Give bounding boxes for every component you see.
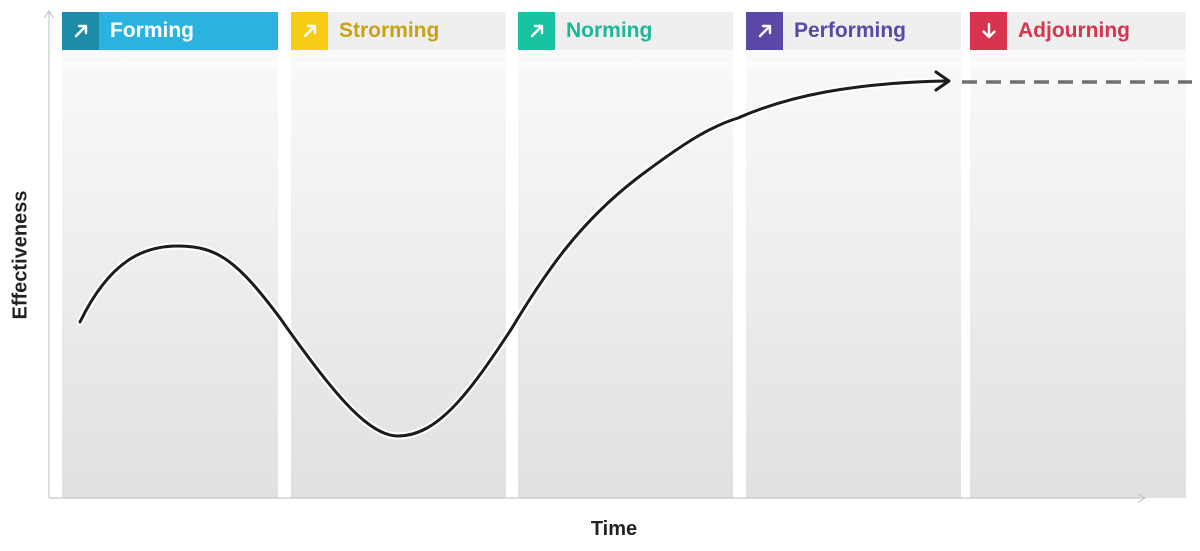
- y-axis-title: Effectiveness: [9, 190, 32, 320]
- stage-column-norming: Norming: [518, 12, 733, 498]
- x-axis: [49, 492, 1147, 504]
- arrow-up-right-icon: [62, 12, 99, 50]
- stage-label-forming: Forming: [110, 19, 194, 42]
- stage-header-adjourning: Adjourning: [970, 12, 1186, 50]
- column-divider: [62, 62, 278, 66]
- stage-column-forming: Forming: [62, 12, 278, 498]
- stage-label-norming: Norming: [566, 19, 653, 42]
- stage-header-norming: Norming: [518, 12, 733, 50]
- column-divider: [746, 62, 961, 66]
- arrow-up-right-icon: [746, 12, 783, 50]
- arrow-down-icon: [970, 12, 1007, 50]
- stage-label-storming: Strorming: [339, 19, 440, 42]
- stage-label-adjourning: Adjourning: [1018, 19, 1130, 42]
- x-axis-title: Time: [590, 518, 638, 540]
- curve-arrowhead: [934, 70, 951, 92]
- stage-column-performing: Performing: [746, 12, 961, 498]
- curve-halo: [76, 77, 949, 440]
- column-divider: [970, 62, 1186, 66]
- team-development-curve: [78, 79, 947, 438]
- stage-label-performing: Performing: [794, 19, 907, 42]
- y-axis: [43, 9, 55, 498]
- stage-column-adjourning: Adjourning: [970, 12, 1186, 498]
- arrow-up-right-icon: [291, 12, 328, 50]
- column-divider: [291, 62, 506, 66]
- arrow-up-right-icon: [518, 12, 555, 50]
- stage-column-storming: Strorming: [291, 12, 506, 498]
- stage-header-forming: Forming: [62, 12, 278, 50]
- column-divider: [518, 62, 733, 66]
- stage-header-storming: Strorming: [291, 12, 506, 50]
- stage-header-performing: Performing: [746, 12, 961, 50]
